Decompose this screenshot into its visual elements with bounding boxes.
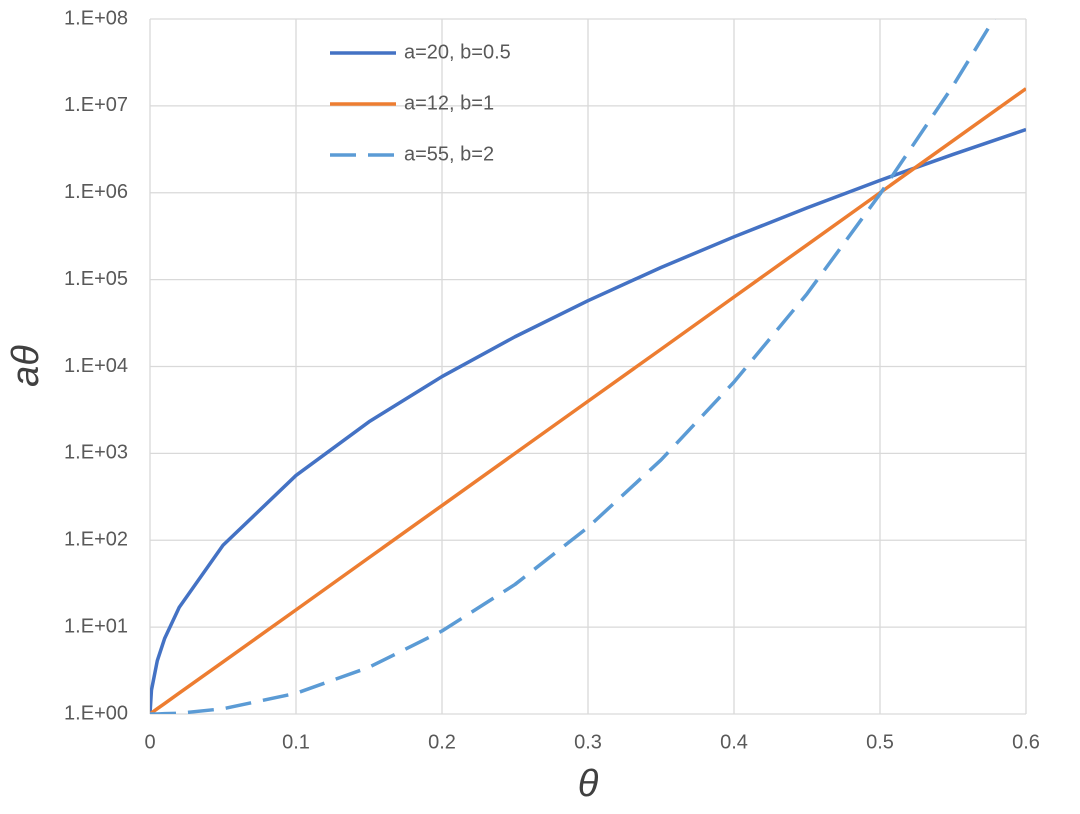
y-tick-label: 1.E+03 xyxy=(64,442,128,464)
y-tick-label: 1.E+06 xyxy=(64,181,128,203)
y-tick-label: 1.E+07 xyxy=(64,94,128,116)
x-tick-label: 0.1 xyxy=(282,731,310,753)
x-tick-label: 0.4 xyxy=(720,731,748,753)
x-axis-label: θ xyxy=(578,763,599,805)
x-tick-label: 0.5 xyxy=(866,731,894,753)
legend-label: a=20, b=0.5 xyxy=(404,41,511,63)
x-tick-label: 0.6 xyxy=(1012,731,1040,753)
y-tick-label: 1.E+00 xyxy=(64,702,128,724)
legend-label: a=12, b=1 xyxy=(404,92,494,114)
series-line xyxy=(150,87,1026,714)
plot-area xyxy=(150,19,1026,714)
legend-label: a=55, b=2 xyxy=(404,143,494,165)
y-tick-label: 1.E+05 xyxy=(64,268,128,290)
y-tick-label: 1.E+04 xyxy=(64,355,128,377)
x-tick-label: 0 xyxy=(144,731,155,753)
series-line xyxy=(150,19,997,714)
y-axis-label: aθ xyxy=(5,345,47,387)
y-tick-label: 1.E+01 xyxy=(64,615,128,637)
series-line xyxy=(150,127,1026,714)
y-tick-label: 1.E+08 xyxy=(64,7,128,29)
x-tick-label: 0.2 xyxy=(428,731,456,753)
x-tick-label: 0.3 xyxy=(574,731,602,753)
y-tick-label: 1.E+02 xyxy=(64,529,128,551)
